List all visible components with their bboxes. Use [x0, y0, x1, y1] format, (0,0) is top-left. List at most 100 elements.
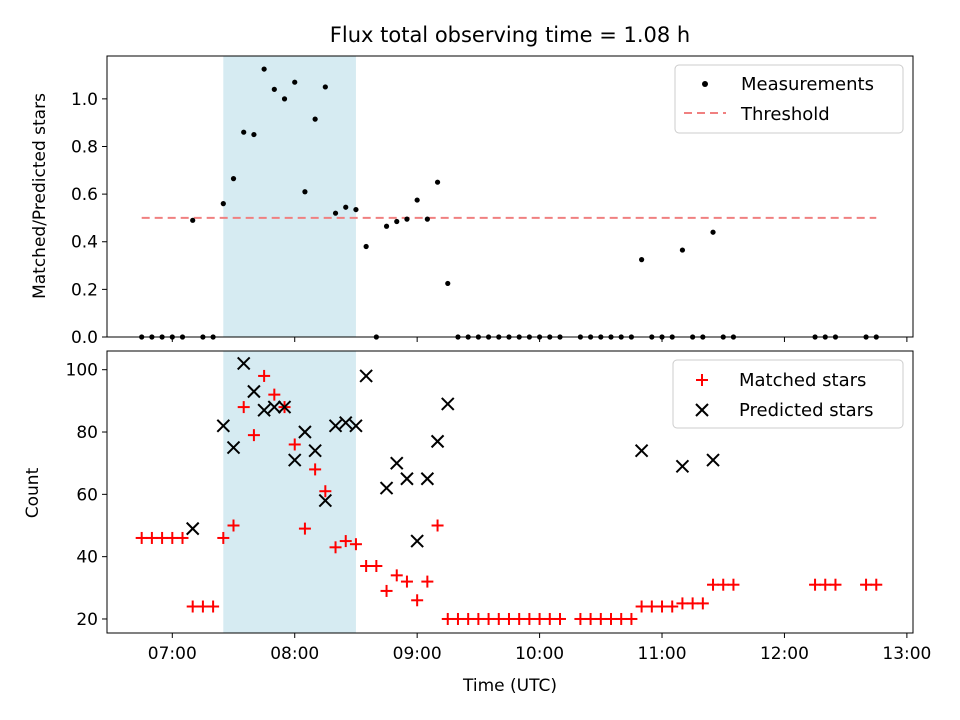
y-tick-label: 40 — [76, 548, 98, 568]
predicted-star-point — [277, 400, 292, 414]
matched-star-point — [543, 612, 556, 625]
bottom-axes-frame — [106, 350, 914, 634]
measurement-point — [220, 201, 226, 207]
matched-star-point — [656, 600, 669, 613]
predicted-star-point — [675, 459, 690, 473]
predicted-star-point — [634, 444, 649, 458]
top-y-axis-label: Matched/Predicted stars — [30, 93, 50, 299]
matched-star-point — [451, 612, 464, 625]
matched-star-point — [329, 541, 342, 554]
predicted-star-point — [226, 440, 241, 455]
measurement-point — [312, 116, 318, 122]
matched-star-point — [380, 584, 393, 597]
matched-star-point — [298, 522, 311, 535]
matched-star-point — [390, 569, 403, 582]
matched-star-point — [513, 612, 526, 625]
matched-star-point — [553, 612, 566, 625]
matched-star-point — [676, 597, 689, 610]
matched-star-point — [462, 612, 475, 625]
matched-star-point — [727, 578, 740, 591]
matched-star-point — [145, 531, 158, 544]
bottom-legend: Matched stars Predicted stars — [672, 359, 904, 429]
matched-star-point — [400, 575, 413, 588]
measurement-point — [332, 210, 339, 216]
measurement-point — [414, 197, 420, 203]
matched-star-point — [870, 578, 883, 591]
measurement-point — [241, 129, 247, 135]
matched-star-point — [319, 485, 332, 498]
y-tick-label: 0.6 — [71, 185, 98, 205]
count-points — [135, 356, 883, 625]
y-tick-label: 0.2 — [71, 280, 98, 300]
predicted-star-point — [185, 521, 200, 536]
legend-predicted-label: Predicted stars — [739, 400, 873, 421]
matched-star-point — [349, 538, 362, 551]
top-panel: 0.0 0.2 0.4 0.6 0.8 1.0 Flux total observing … — [30, 23, 914, 348]
predicted-star-point — [318, 493, 333, 508]
predicted-star-point — [298, 425, 312, 439]
predicted-star-point — [400, 472, 414, 486]
y-tick-label: 1.0 — [71, 90, 98, 110]
x-tick-label: 08:00 — [270, 644, 319, 664]
legend-predicted-marker — [695, 403, 709, 417]
matched-star-point — [523, 612, 536, 625]
measurement-point — [271, 86, 277, 92]
matched-star-point — [196, 600, 209, 613]
measurement-point — [639, 257, 645, 263]
matched-star-point — [605, 612, 618, 625]
matched-star-point — [288, 438, 301, 451]
measurement-point — [363, 243, 369, 250]
matched-star-point — [686, 597, 699, 610]
predicted-star-point — [288, 453, 302, 467]
y-tick-label: 20 — [76, 610, 98, 630]
predicted-star-point — [349, 419, 363, 433]
predicted-star-point — [430, 434, 445, 449]
legend-measurements-marker — [702, 81, 708, 87]
matched-star-point — [411, 594, 424, 607]
x-tick-label: 09:00 — [393, 644, 442, 664]
measurement-point — [230, 176, 237, 182]
predicted-star-point — [359, 369, 373, 383]
x-tick-label: 13:00 — [882, 644, 931, 664]
predicted-star-point — [257, 403, 271, 417]
measurement-point — [404, 216, 410, 222]
matched-star-point — [574, 612, 587, 625]
matched-star-point — [247, 429, 260, 442]
matched-star-point — [635, 600, 648, 613]
matched-star-point — [707, 578, 720, 591]
matched-star-point — [207, 600, 220, 613]
y-tick-label: 80 — [76, 423, 98, 443]
predicted-star-point — [410, 534, 424, 548]
matched-star-point — [492, 612, 505, 625]
matched-star-point — [666, 600, 679, 613]
measurement-point — [383, 223, 390, 229]
predicted-star-point — [441, 397, 455, 411]
matched-star-point — [421, 575, 434, 588]
matched-star-point — [819, 578, 832, 591]
matched-star-point — [809, 578, 822, 591]
matched-star-point — [645, 600, 658, 613]
measurement-point — [302, 189, 308, 195]
measurement-point — [251, 131, 257, 138]
predicted-star-point — [379, 481, 394, 495]
measurement-point — [292, 79, 298, 85]
matched-star-point — [860, 578, 873, 591]
bottom-x-ticks: 07:00 08:00 09:00 10:00 11:00 12:00 13:00 — [148, 633, 931, 664]
matched-star-point — [584, 612, 597, 625]
predicted-star-point — [706, 453, 720, 467]
measurement-point — [353, 206, 359, 213]
y-tick-label: 60 — [76, 485, 98, 505]
y-tick-label: 0.8 — [71, 137, 98, 157]
matched-star-point — [625, 612, 638, 625]
matched-star-point — [482, 612, 495, 625]
matched-star-point — [166, 531, 179, 544]
measurement-point — [322, 84, 328, 90]
measurement-point — [424, 216, 430, 222]
matched-star-point — [217, 531, 230, 544]
matched-star-point — [696, 597, 709, 610]
predicted-star-point — [247, 384, 261, 399]
matched-star-point — [502, 612, 515, 625]
bottom-legend-box — [672, 359, 904, 429]
bottom-x-axis-label: Time (UTC) — [462, 676, 557, 696]
measurement-point — [394, 218, 400, 225]
